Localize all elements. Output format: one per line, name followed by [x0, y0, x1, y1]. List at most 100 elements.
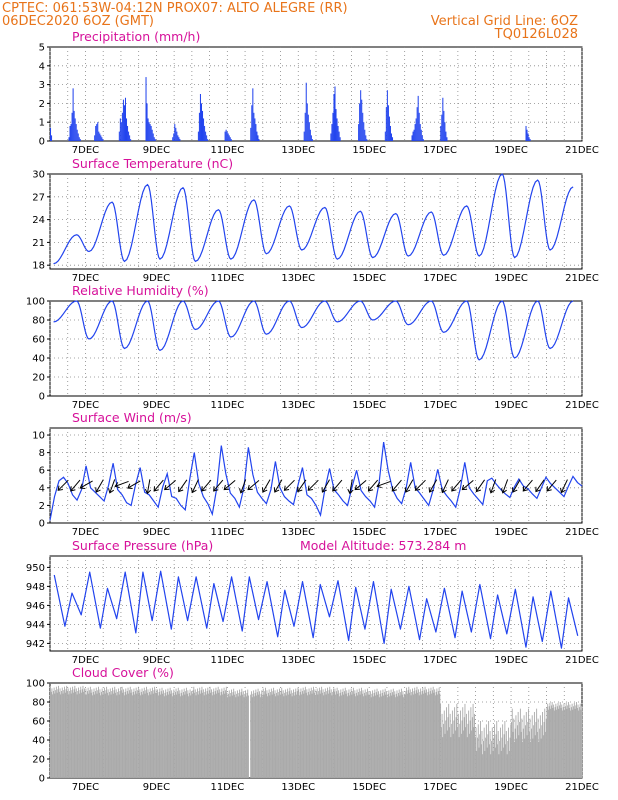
- cloud-bar: [207, 687, 209, 778]
- wind-arrow-head: [247, 484, 253, 491]
- cloud-bar: [278, 692, 280, 778]
- cloud-bar: [174, 692, 176, 778]
- cloud-bar: [247, 689, 249, 778]
- wind-arrow-head: [178, 486, 184, 493]
- cloud-bar: [95, 691, 96, 778]
- wind-arrow-head: [535, 486, 541, 493]
- cloud-bar: [396, 690, 398, 778]
- cloud-bar: [432, 690, 433, 778]
- cloud-bar: [132, 691, 134, 778]
- xtick-label: 19DEC: [494, 782, 528, 793]
- precip-bar: [94, 135, 96, 141]
- wind-arrow: [461, 480, 474, 491]
- precip-bar: [226, 131, 228, 141]
- cloud-bar: [327, 687, 328, 778]
- cloud-bar: [160, 691, 162, 778]
- ytick-label: 2: [39, 99, 45, 110]
- cloud-bar: [360, 691, 362, 778]
- cloud-bar: [318, 687, 320, 778]
- precip-bar: [310, 135, 312, 141]
- cloud-bar: [272, 691, 274, 778]
- cloud-bar: [217, 686, 219, 778]
- wind-arrow: [321, 479, 330, 493]
- cloud-bar: [324, 691, 326, 778]
- cloud-bar: [313, 686, 314, 778]
- wind-arrow-head: [190, 487, 197, 494]
- cloud-bar: [556, 709, 558, 778]
- precip-bar: [123, 105, 125, 141]
- wind-arrow-head: [213, 486, 219, 492]
- cloud-bar: [511, 708, 513, 778]
- ytick-label: 40: [32, 354, 45, 365]
- precip-bar: [335, 109, 337, 141]
- precip-bar: [528, 137, 530, 141]
- cloud-bar: [406, 693, 408, 778]
- precip-bar: [257, 135, 259, 141]
- precip-bar: [392, 137, 394, 141]
- xtick-label: 11DEC: [210, 273, 244, 284]
- cloud-bar: [227, 697, 229, 778]
- wind-arrow-head: [404, 487, 411, 493]
- cloud-bar: [259, 697, 261, 778]
- cloud-bar: [321, 692, 323, 778]
- cloud-bar: [262, 696, 263, 778]
- cloud-bar: [423, 690, 425, 778]
- cloud-bar: [552, 707, 554, 778]
- wind-arrow-shaft: [451, 479, 462, 492]
- wind-arrow-shaft: [70, 479, 81, 492]
- wind-arrow-shaft: [321, 479, 330, 493]
- wind-arrow-shaft: [332, 479, 343, 492]
- ytick-label: 0: [39, 519, 45, 530]
- wind-arrow-shaft: [535, 479, 545, 492]
- cloud-bar: [570, 707, 572, 778]
- precip-bar: [172, 137, 174, 141]
- cloud-bar: [296, 691, 298, 778]
- cloud-bar: [316, 688, 318, 778]
- precip-bar: [77, 133, 79, 141]
- cloud-bar: [121, 686, 123, 778]
- cloud-bar: [549, 702, 551, 778]
- cloud-bar: [366, 688, 368, 778]
- cloud-bar: [256, 695, 258, 778]
- cloud-bar: [519, 708, 521, 778]
- cloud-bar: [491, 727, 493, 778]
- cloud-bar: [172, 692, 174, 778]
- precip-bar: [224, 131, 226, 141]
- cloud-bar: [497, 730, 499, 778]
- xtick-label: 17DEC: [423, 655, 457, 666]
- precip-bar: [365, 135, 367, 141]
- cloud-bar: [380, 690, 382, 778]
- cloud-bar: [271, 694, 273, 778]
- cloud-bar: [154, 692, 156, 778]
- cloud-bar: [443, 710, 445, 778]
- precip-bar: [412, 131, 414, 141]
- cloud-bar: [482, 754, 484, 778]
- ytick-label: 20: [32, 755, 45, 766]
- cloud-bar: [440, 703, 442, 778]
- cloud-bar: [465, 727, 467, 778]
- cloud-bar: [245, 690, 246, 778]
- wind-arrow-head: [144, 488, 152, 495]
- ytick-label: 0: [39, 392, 45, 403]
- cloud-bar: [386, 691, 388, 778]
- cloud-bar: [434, 695, 436, 778]
- cloud-bar: [535, 721, 537, 778]
- cloud-bar: [379, 693, 381, 778]
- cloud-bar: [371, 693, 373, 778]
- cloud-bar: [541, 725, 543, 778]
- cloud-bar: [517, 711, 519, 778]
- cloud-bar: [559, 705, 560, 778]
- cloud-bar: [141, 688, 143, 778]
- cloud-bar: [209, 686, 211, 778]
- precip-bar: [333, 94, 335, 141]
- precip-bar: [390, 133, 392, 141]
- cloud-bar: [53, 687, 55, 778]
- cloud-bar: [83, 691, 85, 778]
- precip-bar: [147, 118, 149, 141]
- cloud-bar: [446, 730, 448, 778]
- wind-arrow-shaft: [223, 480, 236, 490]
- cloud-bar: [258, 694, 260, 778]
- cloud-bar: [79, 690, 81, 778]
- wind-speed-line: [49, 441, 583, 521]
- cloud-bar: [575, 705, 577, 778]
